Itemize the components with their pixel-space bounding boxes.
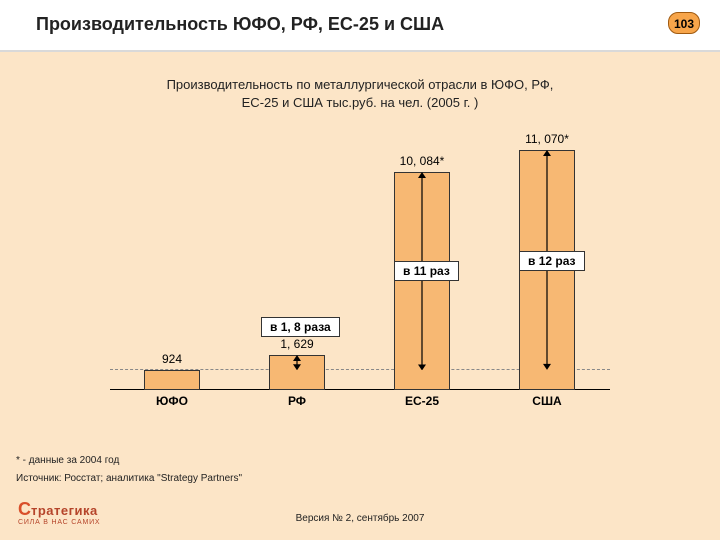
x-label-ЕС-25: ЕС-25 [377, 394, 467, 408]
chart-subtitle: Производительность по металлургической о… [0, 76, 720, 111]
footnote-data-year: * - данные за 2004 год [16, 455, 119, 466]
subtitle-line2: ЕС-25 и США тыс.руб. на чел. (2005 г. ) [242, 95, 479, 110]
bar-ЮФО [144, 370, 200, 390]
logo: Стратегика СИЛА В НАС САМИХ [18, 499, 100, 526]
logo-tagline: СИЛА В НАС САМИХ [18, 519, 100, 526]
page-title: Производительность ЮФО, РФ, ЕС-25 и США [36, 14, 444, 35]
logo-mark: С [18, 499, 31, 519]
logo-brand: тратегика [31, 503, 98, 518]
x-label-РФ: РФ [252, 394, 342, 408]
multiplier-eu25: в 11 раз [394, 261, 459, 281]
x-label-США: США [502, 394, 592, 408]
plot-area: 924ЮФО1, 629РФ10, 084*ЕС-2511, 070*СШАв … [110, 130, 610, 390]
bar-value-ЮФО: 924 [127, 352, 217, 366]
x-label-ЮФО: ЮФО [127, 394, 217, 408]
bar-value-США: 11, 070* [502, 132, 592, 146]
subtitle-line1: Производительность по металлургической о… [167, 77, 554, 92]
page-number: 103 [668, 12, 700, 34]
bar-ЕС-25 [394, 172, 450, 390]
version-text: Версия № 2, сентябрь 2007 [0, 513, 720, 524]
bar-value-РФ: 1, 629 [252, 337, 342, 351]
multiplier-rf: в 1, 8 раза [261, 317, 340, 337]
footnote-source: Источник: Росстат; аналитика "Strategy P… [16, 473, 242, 484]
multiplier-usa: в 12 раз [519, 251, 585, 271]
bar-РФ [269, 355, 325, 390]
bar-value-ЕС-25: 10, 084* [377, 154, 467, 168]
bar-chart: 924 ЮФО 1, 629 РФ 10, 084* ЕС-25 11, 070* США в … [110, 130, 610, 410]
